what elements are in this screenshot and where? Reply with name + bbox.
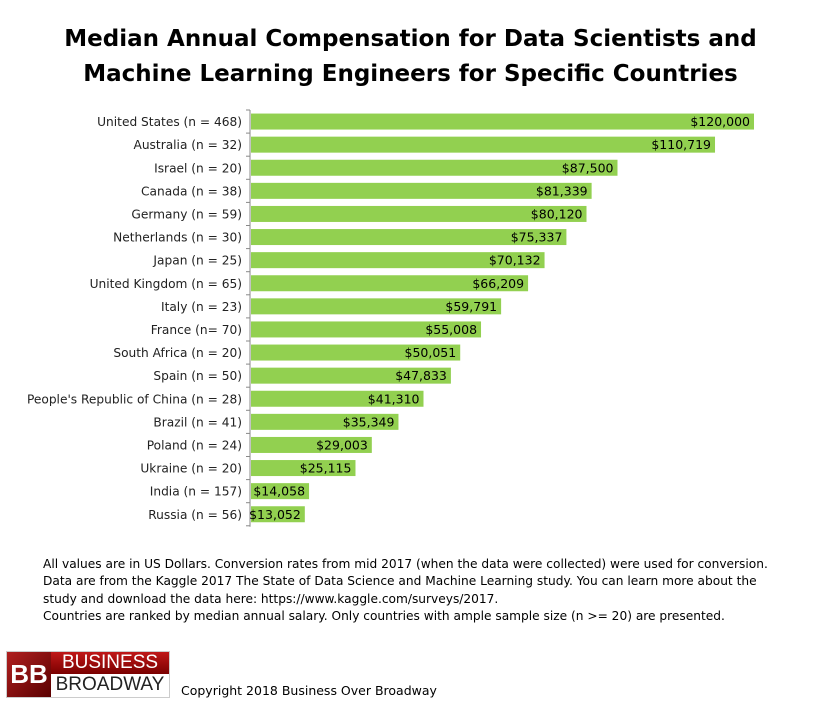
chart-title: Median Annual Compensation for Data Scie…	[0, 22, 821, 92]
note-ranking: Countries are ranked by median annual sa…	[43, 609, 725, 624]
data-label: $110,719	[651, 137, 711, 152]
data-label: $25,115	[300, 461, 352, 476]
data-label: $80,120	[531, 206, 583, 221]
data-label: $14,058	[253, 484, 305, 499]
category-label: United Kingdom (n = 65)	[90, 277, 242, 291]
data-label: $55,008	[425, 322, 477, 337]
bar	[251, 136, 716, 153]
bar	[251, 367, 451, 384]
category-label: Italy (n = 23)	[161, 300, 242, 314]
bar	[251, 205, 587, 222]
bar	[251, 344, 461, 361]
category-label: Australia (n = 32)	[134, 138, 243, 152]
bar	[251, 483, 310, 500]
data-label: $75,337	[511, 230, 563, 245]
logo-mark: BB	[7, 652, 51, 697]
category-label: Israel (n = 20)	[154, 161, 242, 175]
data-label: $66,209	[472, 276, 524, 291]
bar-chart: United States (n = 468) $120,000 Australia…	[27, 109, 754, 527]
chart-notes: All values are in US Dollars. Conversion…	[43, 556, 783, 626]
bar	[251, 506, 305, 523]
business-broadway-logo: BB BUSINESS BROADWAY	[6, 651, 170, 698]
note-currency: All values are in US Dollars. Conversion…	[43, 557, 768, 571]
data-label: $120,000	[690, 114, 750, 129]
bar	[251, 390, 424, 407]
logo-line-1: BUSINESS	[51, 652, 169, 674]
data-label: $87,500	[562, 160, 614, 175]
bar	[251, 159, 618, 176]
category-label: India (n = 157)	[150, 485, 242, 499]
category-label: People's Republic of China (n = 28)	[27, 392, 242, 406]
data-label: $35,349	[343, 414, 395, 429]
category-label: Spain (n = 50)	[153, 369, 242, 383]
category-label: South Africa (n = 20)	[113, 346, 242, 360]
bar	[251, 113, 754, 130]
data-label: $13,052	[249, 507, 301, 522]
copyright-text: Copyright 2018 Business Over Broadway	[181, 683, 437, 698]
note-source: Data are from the Kaggle 2017 The State …	[43, 574, 757, 606]
data-label: $47,833	[395, 368, 447, 383]
bar	[251, 275, 529, 292]
category-label: Russia (n = 56)	[148, 508, 242, 522]
bar	[251, 182, 592, 199]
bar	[251, 321, 482, 338]
category-label: Poland (n = 24)	[147, 438, 242, 452]
data-label: $81,339	[536, 183, 588, 198]
bar	[251, 229, 567, 246]
category-label: Japan (n = 25)	[152, 254, 242, 268]
bar	[251, 252, 545, 269]
logo-line-2: BROADWAY	[55, 674, 165, 695]
category-label: Netherlands (n = 30)	[113, 231, 242, 245]
category-label: Canada (n = 38)	[141, 184, 242, 198]
data-label: $41,310	[368, 391, 420, 406]
category-label: Ukraine (n = 20)	[140, 462, 242, 476]
bar	[251, 436, 372, 453]
data-label: $70,132	[489, 253, 541, 268]
category-label: United States (n = 468)	[97, 115, 242, 129]
chart-title-line-1: Median Annual Compensation for Data Scie…	[64, 26, 757, 52]
category-label: Brazil (n = 41)	[153, 415, 242, 429]
data-label: $59,791	[445, 299, 497, 314]
data-label: $50,051	[405, 345, 457, 360]
bar	[251, 298, 502, 315]
category-label: France (n= 70)	[151, 323, 242, 337]
data-label: $29,003	[316, 437, 368, 452]
category-label: Germany (n = 59)	[131, 207, 242, 221]
bar	[251, 413, 399, 430]
bar	[251, 460, 356, 477]
chart-title-line-2: Machine Learning Engineers for Specific …	[83, 61, 738, 87]
